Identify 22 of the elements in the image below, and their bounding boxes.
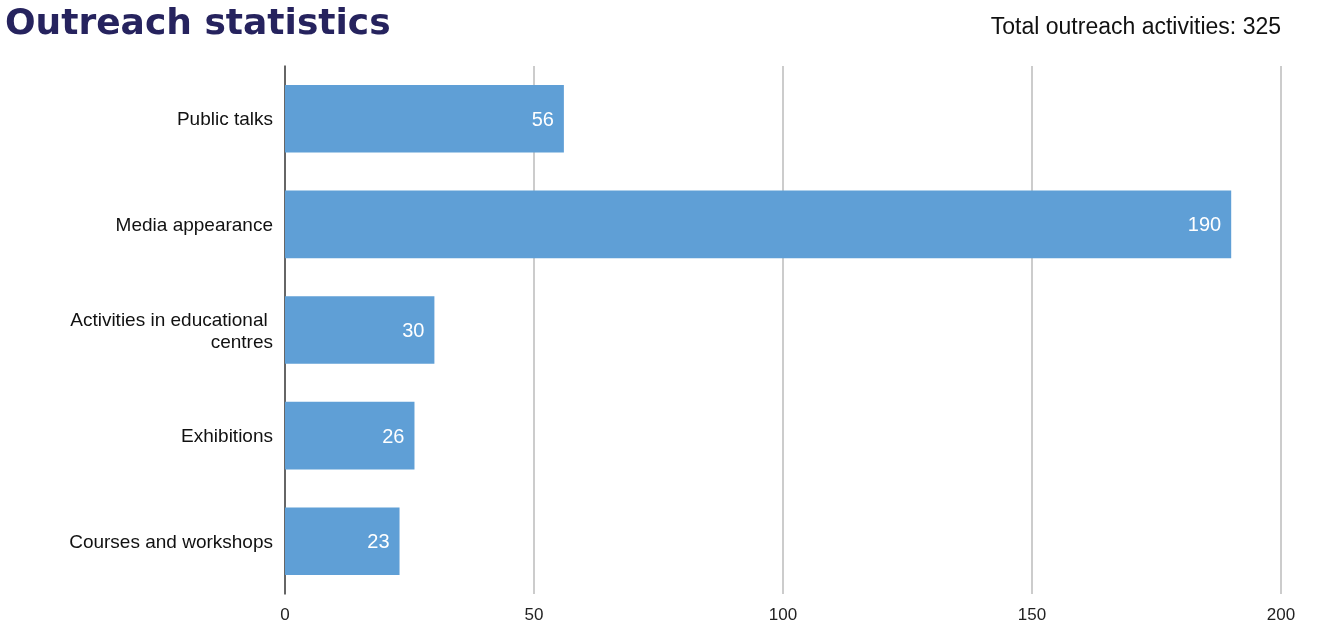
y-tick-label: Activities in educational centres bbox=[70, 308, 273, 352]
y-tick-label: Media appearance bbox=[115, 213, 273, 235]
data-label: 56 bbox=[531, 107, 554, 130]
y-tick-label: Courses and workshops bbox=[69, 530, 273, 552]
data-label: 26 bbox=[382, 424, 405, 447]
x-tick-label: 200 bbox=[1266, 605, 1296, 624]
bar bbox=[285, 296, 435, 364]
data-label: 23 bbox=[367, 530, 390, 553]
bar bbox=[285, 85, 564, 153]
y-tick-label: Public talks bbox=[176, 108, 273, 130]
data-label: 190 bbox=[1187, 213, 1222, 236]
data-label: 30 bbox=[402, 319, 425, 341]
text: Total outreach activities: 325 bbox=[990, 12, 1281, 39]
x-tick-label: 0 bbox=[280, 605, 290, 624]
x-tick-label: 50 bbox=[524, 605, 544, 624]
x-tick-label: 150 bbox=[1017, 605, 1047, 624]
x-tick-label: 100 bbox=[768, 605, 798, 624]
bar bbox=[285, 401, 415, 470]
bar bbox=[285, 507, 400, 575]
y-tick-label: Exhibitions bbox=[181, 425, 273, 447]
bar bbox=[285, 190, 1232, 259]
chart-title: Outreach statistics bbox=[5, 0, 391, 42]
